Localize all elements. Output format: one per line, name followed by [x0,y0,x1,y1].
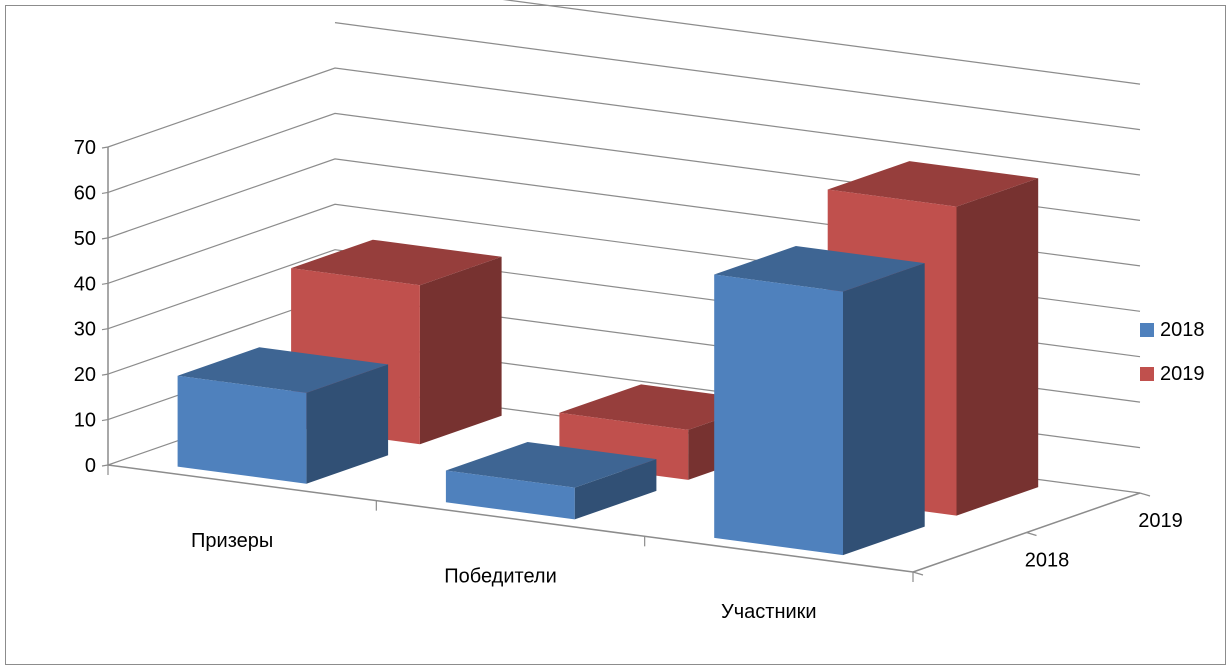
legend-label-series-2: 2019 [1160,362,1205,385]
y-tick-mark [101,328,109,331]
legend-label-series-1: 2018 [1160,318,1205,341]
y-tick-label: 70 [74,137,96,159]
y-tick-mark [101,418,109,422]
bar-side-face [574,459,657,520]
bar-side-face [843,263,925,556]
x-axis-line [107,464,914,573]
legend-item-series-1: 2018 [1140,308,1205,352]
y-tick-mark [101,282,109,285]
legend: 2018 2019 [1140,308,1205,396]
bar-top-face [291,239,502,286]
bar-top-face [445,442,657,488]
y-tick-mark [101,146,109,149]
gridline-90 [502,0,1141,85]
y-tick-mark [101,373,109,376]
y-tick-label: 0 [85,455,96,477]
y-tick-label: 60 [74,182,96,204]
bar-2018-1 [177,347,389,484]
y-tick-label: 30 [74,319,96,341]
bar-side-face [419,256,502,445]
bar-front-face [714,274,843,556]
label-layer: 0 10 20 30 40 50 60 70 Призеры Победители Участник… [74,137,1183,623]
y-tick-label: 40 [74,273,96,295]
bar-front-face [177,375,307,484]
bar-layer [177,161,1039,556]
bar-front-face [445,470,575,520]
bar-top-face [827,161,1039,207]
gridline-70 [107,67,1141,176]
depth-tick-label: 2019 [1138,510,1183,532]
depth-tick-label: 2018 [1025,549,1070,571]
bar-top-face [714,246,925,292]
x-tick-label: Победители [444,566,557,588]
depth-tick-mark [1139,492,1151,497]
bar-2018-3 [714,246,925,556]
y-tick-mark [101,237,109,240]
y-tick-label: 50 [74,228,96,250]
gridline-80 [334,22,1141,131]
bar-side-face [956,178,1039,516]
legend-swatch-series-1 [1140,323,1154,337]
y-tick-label: 20 [74,364,96,386]
legend-item-series-2: 2019 [1140,352,1205,396]
depth-tick-mark [912,571,924,576]
y-tick-label: 10 [74,410,96,432]
bar-top-face [177,347,389,393]
legend-swatch-series-2 [1140,367,1154,381]
y-tick-mark [101,191,109,195]
depth-tick-mark [1026,531,1037,537]
y-tick-mark [101,464,109,467]
axis-layer [101,146,1151,582]
bar-side-face [306,364,389,484]
bar-2018-2 [445,442,657,520]
x-tick-label: Призеры [191,530,273,552]
x-tick-label: Участники [721,601,817,623]
